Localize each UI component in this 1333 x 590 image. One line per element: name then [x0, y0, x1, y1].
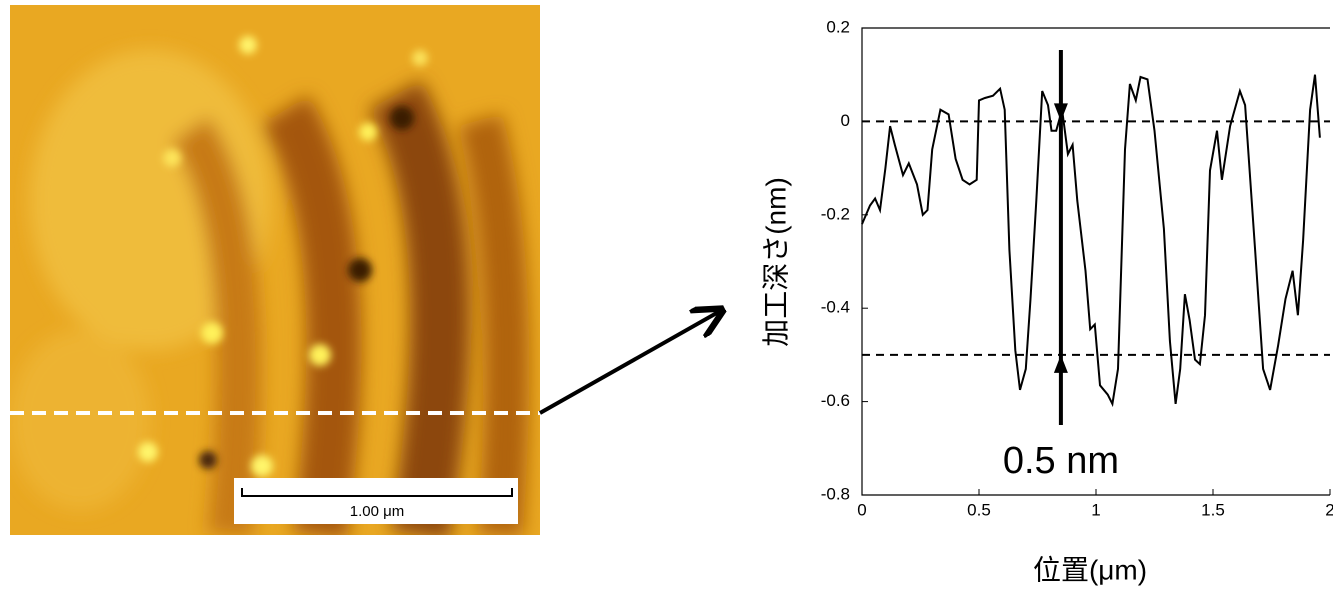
- y-tick-label: 0.2: [826, 17, 850, 36]
- x-tick-label: 1.5: [1201, 500, 1225, 519]
- x-tick-label: 0: [857, 500, 866, 519]
- scale-bar-label: 1.00 μm: [350, 503, 405, 520]
- x-tick-label: 1: [1091, 500, 1100, 519]
- profile-line: [861, 74, 1321, 408]
- scale-bar: [241, 488, 513, 497]
- plot-frame: [861, 27, 1330, 496]
- arrow-head: [1053, 354, 1068, 373]
- y-tick-label: -0.6: [821, 391, 850, 410]
- annotation-label: 0.5 nm: [1003, 440, 1119, 482]
- y-tick-label: 0: [841, 111, 850, 130]
- y-tick-label: -0.2: [821, 204, 850, 223]
- y-tick-label: -0.4: [821, 298, 850, 317]
- pointer-arrow: [539, 310, 722, 415]
- afm-image: 1.00 μm: [10, 5, 540, 535]
- scale-bar-box: [234, 478, 518, 524]
- arrow-head: [1053, 103, 1068, 122]
- y-axis-label: 加工深さ(nm): [760, 177, 791, 347]
- x-axis-label: 位置(μm): [1033, 554, 1147, 585]
- x-tick-label: 2: [1325, 500, 1333, 519]
- y-tick-label: -0.8: [821, 484, 850, 503]
- x-tick-label: 0.5: [967, 500, 991, 519]
